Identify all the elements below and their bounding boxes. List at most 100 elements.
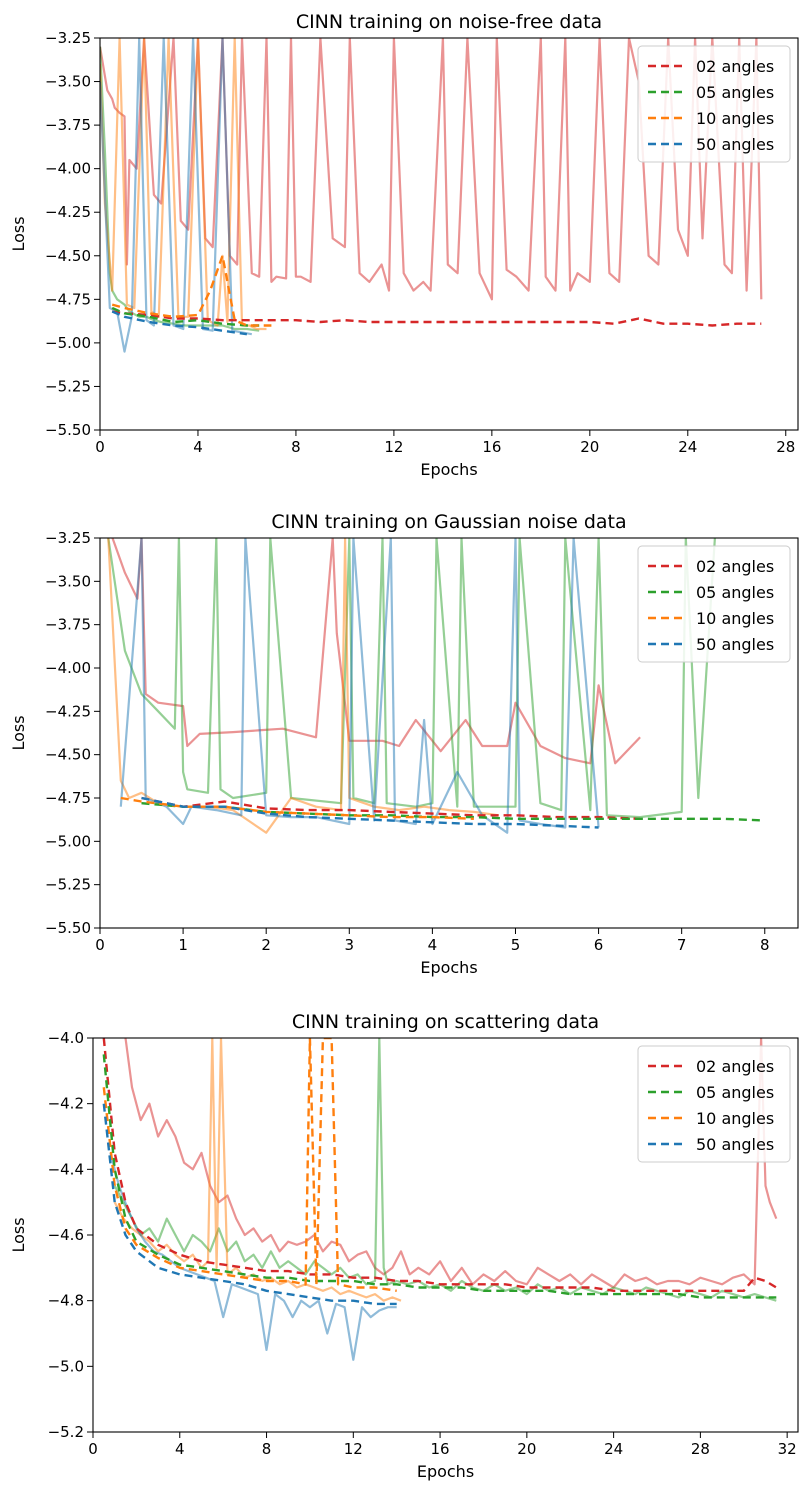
- x-tick-label: 20: [517, 1440, 536, 1458]
- legend-label: 05 angles: [696, 583, 774, 602]
- y-tick-label: −4.4: [48, 1160, 84, 1178]
- legend-label: 02 angles: [696, 57, 774, 76]
- legend-label: 05 angles: [696, 1083, 774, 1102]
- axes-frame: [99, 37, 799, 431]
- series-dashed-02-angles: [102, 1038, 777, 1293]
- y-tick-label: −5.00: [45, 832, 91, 850]
- y-tick-label: −3.75: [45, 616, 91, 634]
- series-dashed-10-angles: [102, 1038, 397, 1292]
- y-tick-label: −4.2: [48, 1095, 84, 1113]
- series-raw-02-angles: [124, 1038, 778, 1289]
- x-tick-label: 7: [677, 936, 687, 954]
- y-tick-label: −5.0: [48, 1357, 84, 1375]
- y-tick-label: −5.00: [45, 334, 91, 352]
- x-tick-label: 20: [580, 438, 599, 456]
- legend-label: 50 angles: [696, 635, 774, 654]
- y-tick-label: −4.00: [45, 160, 91, 178]
- series-dashed-05-angles: [102, 1054, 777, 1299]
- legend-item-02-angles: 02 angles: [648, 57, 774, 76]
- x-tick-label: 12: [384, 438, 403, 456]
- series-raw-02-angles: [100, 38, 763, 301]
- y-tick-label: −3.25: [45, 529, 91, 547]
- x-tick-label: 0: [95, 936, 105, 954]
- y-tick-label: −4.25: [45, 203, 91, 221]
- chart-panel-noise-free: 0 4 8 12 16 20 24 28 −3.25 −3.50 −3.75 −4.00 −4.25 −4…: [9, 11, 799, 479]
- x-tick-label: 24: [604, 1440, 623, 1458]
- legend-label: 02 angles: [696, 1057, 774, 1076]
- legend-box: [637, 1045, 791, 1163]
- legend-item-10-angles: 10 angles: [648, 109, 774, 128]
- y-tick-label: −5.25: [45, 377, 91, 395]
- x-tick-label: 3: [345, 936, 355, 954]
- legend-item-02-angles: 02 angles: [648, 557, 774, 576]
- legend-label: 05 angles: [696, 83, 774, 102]
- x-tick-label: 12: [344, 1440, 363, 1458]
- y-tick-label: −4.75: [45, 290, 91, 308]
- legend-item-50-angles: 50 angles: [648, 1135, 774, 1154]
- legend-label: 02 angles: [696, 557, 774, 576]
- legend-label: 50 angles: [696, 1135, 774, 1154]
- x-tick-label: 2: [261, 936, 271, 954]
- x-tick-label: 16: [431, 1440, 450, 1458]
- x-tick-label: 5: [511, 936, 521, 954]
- y-tick-label: −5.2: [48, 1423, 84, 1441]
- legend-item-10-angles: 10 angles: [648, 1109, 774, 1128]
- legend-item-05-angles: 05 angles: [648, 583, 774, 602]
- x-tick-label: 1: [178, 936, 188, 954]
- x-tick-label: 4: [175, 1440, 185, 1458]
- legend-box: [637, 545, 791, 663]
- legend-label: 50 angles: [696, 135, 774, 154]
- x-tick-label: 16: [482, 438, 501, 456]
- x-tick-label: 0: [88, 1440, 98, 1458]
- y-tick-label: −3.50: [45, 73, 91, 91]
- series-raw-05-angles: [113, 1038, 777, 1302]
- legend-item-50-angles: 50 angles: [648, 135, 774, 154]
- legend: 02 angles 05 angles 10 angles 50 angles: [637, 1045, 791, 1163]
- x-tick-label: 28: [776, 438, 795, 456]
- x-axis-label: Epochs: [420, 460, 477, 479]
- legend-label: 10 angles: [696, 609, 774, 628]
- x-axis-label: Epochs: [420, 958, 477, 977]
- y-axis-label: Loss: [9, 715, 28, 750]
- legend-item-05-angles: 05 angles: [648, 1083, 774, 1102]
- x-tick-label: 8: [262, 1440, 272, 1458]
- series-raw-50-angles: [100, 38, 252, 353]
- series-dashed-10-angles: [120, 796, 474, 820]
- plot-area: [102, 1038, 778, 1361]
- series-dashed-50-angles: [102, 1103, 397, 1306]
- chart-title: CINN training on noise-free data: [296, 11, 602, 33]
- chart-title: CINN training on scattering data: [292, 1011, 599, 1033]
- x-tick-label: 28: [691, 1440, 710, 1458]
- x-tick-label: 8: [291, 438, 301, 456]
- series-raw-10-angles: [113, 1038, 402, 1302]
- y-tick-label: −4.00: [45, 659, 91, 677]
- y-tick-label: −4.6: [48, 1226, 84, 1244]
- series-raw-05-angles: [107, 538, 716, 819]
- y-tick-label: −4.50: [45, 247, 91, 265]
- legend-box: [637, 45, 791, 163]
- y-tick-label: −4.25: [45, 702, 91, 720]
- axes-frame: [99, 537, 799, 929]
- chart-title: CINN training on Gaussian noise data: [271, 511, 626, 533]
- legend-item-02-angles: 02 angles: [648, 1057, 774, 1076]
- y-axis-label: Loss: [9, 216, 28, 251]
- y-axis-label: Loss: [9, 1217, 28, 1252]
- x-tick-label: 4: [193, 438, 203, 456]
- plot-area: [100, 38, 763, 353]
- series-dashed-50-angles: [111, 310, 248, 336]
- y-tick-label: −4.0: [48, 1029, 84, 1047]
- legend: 02 angles 05 angles 10 angles 50 angles: [637, 45, 791, 163]
- chart-panel-gaussian-noise: 0 1 2 3 4 5 6 7 8 −3.25 −3.50 −3.75 −4.00 −4.25 −4.50 −…: [9, 511, 799, 977]
- series-dashed-50-angles: [141, 796, 599, 829]
- series-raw-10-angles: [107, 538, 500, 834]
- legend-item-50-angles: 50 angles: [648, 635, 774, 654]
- y-tick-label: −5.50: [45, 919, 91, 937]
- x-tick-label: 32: [778, 1440, 797, 1458]
- y-tick-label: −3.75: [45, 116, 91, 134]
- y-tick-label: −4.8: [48, 1292, 84, 1310]
- chart-panel-scattering: 0 4 8 12 16 20 24 28 32 −4.0 −4.2 −4.4 −4.6 −4.8 −5.0 −…: [9, 1011, 799, 1481]
- series-dashed-02-angles: [141, 796, 641, 820]
- legend-item-10-angles: 10 angles: [648, 609, 774, 628]
- legend-label: 10 angles: [696, 109, 774, 128]
